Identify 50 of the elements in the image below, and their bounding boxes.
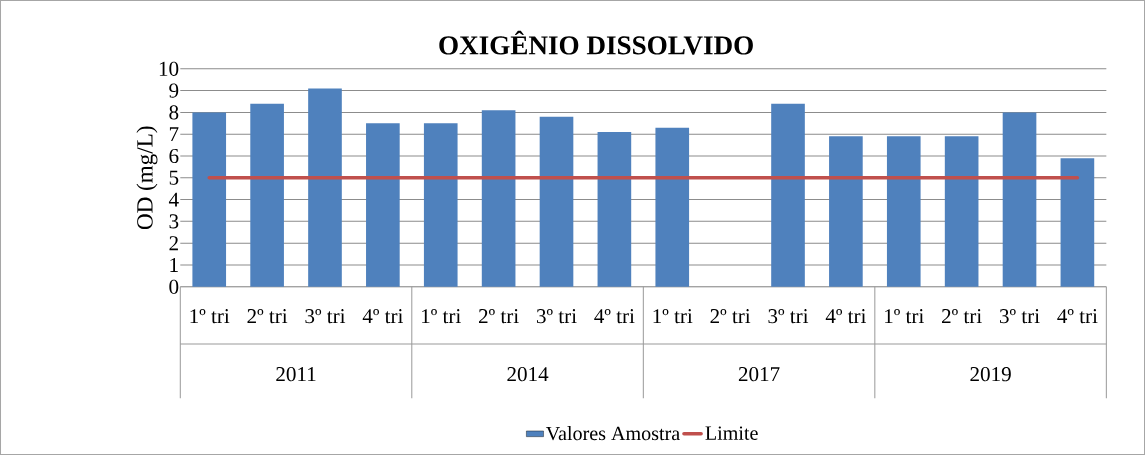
bar <box>481 110 516 287</box>
y-axis-title: OD (mg/L) <box>136 126 158 230</box>
x-tick-label: 1º tri <box>885 309 924 324</box>
y-tick-label: 0 <box>169 279 179 294</box>
text: 2014 <box>507 367 549 382</box>
x-tick-label: 3º tri <box>536 309 577 324</box>
x-tick-label: 2º tri <box>710 309 751 324</box>
text: 2019 <box>970 367 1011 382</box>
x-tick-label: 4º tri <box>825 309 867 324</box>
bar <box>771 103 805 287</box>
text: 2017 <box>738 367 780 382</box>
x-tick-label: 1º tri <box>422 309 461 324</box>
x-tick-label: 4º tri <box>362 309 403 324</box>
x-tick-label: 4º tri <box>1057 309 1098 324</box>
bar <box>366 123 400 287</box>
y-tick-label: 9 <box>169 83 179 98</box>
bar <box>539 116 574 287</box>
y-tick-label: 2 <box>169 236 178 251</box>
bar <box>423 123 458 287</box>
y-tick-label: 10 <box>159 61 179 76</box>
bar <box>829 136 863 287</box>
bar <box>886 136 921 287</box>
bar <box>1002 112 1037 287</box>
y-tick-label: 7 <box>169 127 179 142</box>
y-tick-label: 3 <box>169 214 179 229</box>
bar <box>308 88 342 287</box>
x-tick-label: 2º tri <box>942 309 982 324</box>
x-tick-label: 3º tri <box>305 309 346 324</box>
x-tick-label: 3º tri <box>999 309 1040 324</box>
bar <box>250 103 284 287</box>
y-tick-label: 4 <box>168 192 179 207</box>
x-tick-label: 1º tri <box>653 309 693 324</box>
bar <box>192 112 227 287</box>
legend-label: Valores Amostra <box>545 426 680 441</box>
y-tick-label: 1 <box>170 257 178 272</box>
y-tick-label: 5 <box>169 170 179 185</box>
x-tick-label: 2º tri <box>247 309 288 324</box>
chart-title: OXIGÊNIO DISSOLVIDO <box>439 30 753 55</box>
bar <box>1060 158 1095 287</box>
x-tick-label: 4º tri <box>594 309 635 324</box>
x-tick-label: 2º tri <box>479 309 519 324</box>
y-tick-label: 6 <box>169 148 179 164</box>
text: 2011 <box>276 367 316 382</box>
bar <box>597 132 632 287</box>
x-tick-label: 3º tri <box>768 309 809 324</box>
legend-label: Limite <box>705 426 758 440</box>
bar <box>655 127 690 287</box>
bar <box>944 136 979 287</box>
y-tick-label: 8 <box>169 105 179 120</box>
x-tick-label: 1º tri <box>190 309 230 324</box>
